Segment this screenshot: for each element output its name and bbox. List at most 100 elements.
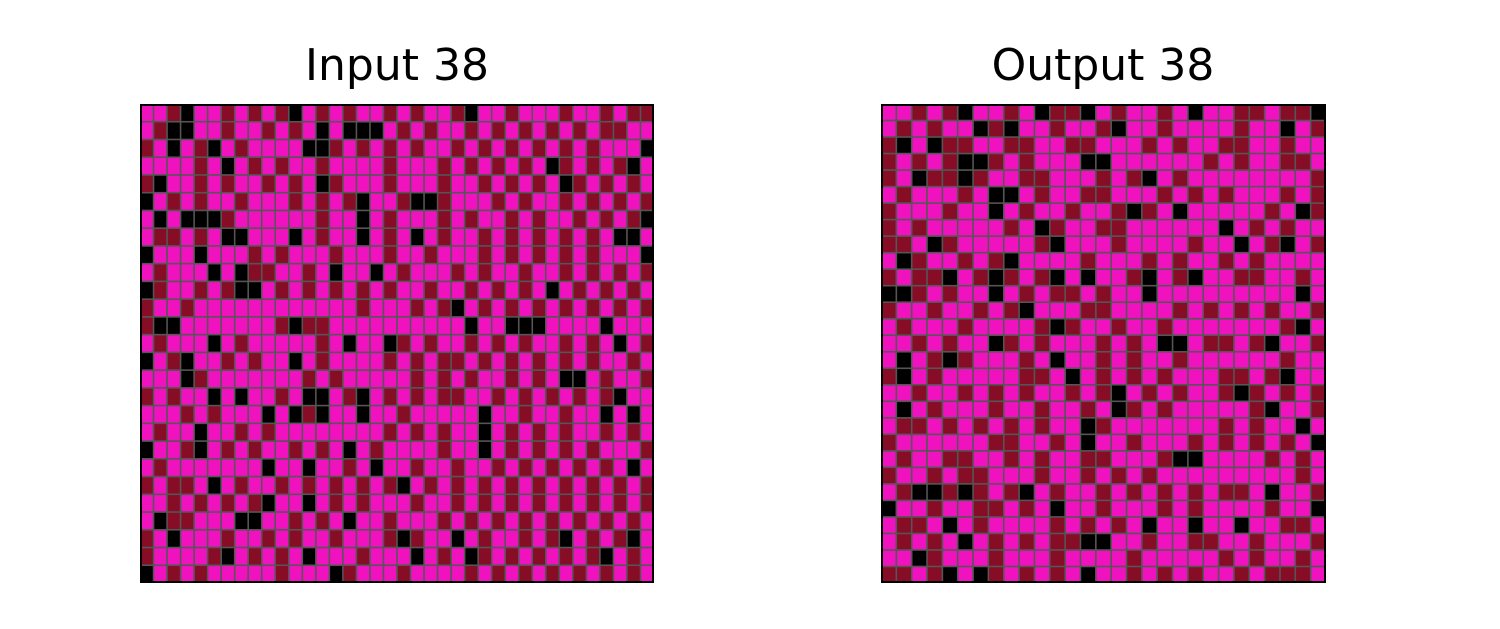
grid-cell	[181, 264, 194, 281]
grid-cell	[519, 317, 532, 334]
grid-cell	[600, 424, 613, 441]
grid-cell	[881, 484, 896, 500]
grid-cell	[424, 512, 437, 529]
grid-cell	[316, 477, 329, 494]
grid-cell	[1204, 484, 1218, 500]
grid-cell	[249, 282, 261, 299]
grid-cell	[235, 441, 248, 459]
input-panel-title: Input 38	[305, 40, 489, 91]
grid-cell	[912, 567, 927, 583]
grid-cell	[989, 137, 1003, 153]
grid-frame	[881, 104, 1326, 583]
grid-cell	[343, 406, 356, 423]
grid-cell	[208, 193, 221, 210]
grid-cell	[303, 353, 316, 370]
grid-cell	[958, 567, 973, 583]
grid-cell	[221, 335, 234, 352]
grid-cell	[1188, 220, 1203, 236]
grid-cell	[451, 566, 464, 583]
grid-cell	[897, 352, 911, 368]
grid-cell	[221, 477, 234, 494]
grid-cell	[316, 299, 329, 317]
grid-cell	[478, 495, 491, 512]
grid-cell	[560, 512, 573, 529]
grid-cell	[343, 459, 356, 476]
grid-cell	[1204, 418, 1218, 434]
grid-cell	[1081, 435, 1096, 451]
grid-cell	[506, 175, 518, 192]
grid-cell	[600, 246, 613, 263]
grid-cell	[519, 122, 532, 139]
grid-cell	[927, 154, 942, 170]
grid-cell	[357, 317, 370, 334]
grid-cell	[276, 228, 288, 246]
grid-cell	[1188, 418, 1203, 434]
grid-cell	[1127, 550, 1142, 566]
grid-cell	[989, 484, 1003, 500]
grid-cell	[587, 282, 600, 299]
grid-cell	[478, 548, 491, 565]
grid-cell	[465, 140, 478, 157]
grid-cell	[973, 253, 988, 269]
grid-cell	[973, 137, 988, 153]
grid-cell	[1111, 154, 1126, 170]
grid-cell	[1158, 567, 1172, 583]
grid-cell	[989, 154, 1003, 170]
grid-cell	[1280, 187, 1295, 203]
grid-cell	[1004, 154, 1019, 170]
grid-cell	[208, 424, 221, 441]
grid-cell	[357, 548, 370, 565]
grid-cell	[1142, 567, 1157, 583]
output-panel-title: Output 38	[991, 40, 1215, 91]
grid-cell	[140, 424, 153, 441]
grid-cell	[397, 424, 410, 441]
grid-cell	[303, 228, 316, 246]
grid-cell	[221, 282, 234, 299]
grid-cell	[1158, 484, 1172, 500]
grid-cell	[424, 158, 437, 175]
grid-cell	[357, 104, 370, 121]
grid-cell	[573, 388, 586, 405]
grid-cell	[1142, 104, 1157, 120]
grid-cell	[262, 566, 275, 583]
grid-cell	[1035, 435, 1049, 451]
grid-cell	[1265, 137, 1280, 153]
grid-cell	[1050, 501, 1065, 517]
grid-cell	[627, 175, 640, 192]
grid-cell	[1004, 517, 1019, 533]
grid-cell	[1050, 468, 1065, 484]
grid-cell	[533, 104, 545, 121]
grid-cell	[478, 246, 491, 263]
grid-cell	[303, 388, 316, 405]
grid-cell	[438, 317, 451, 334]
grid-cell	[289, 140, 302, 157]
grid-cell	[1035, 352, 1049, 368]
grid-cell	[973, 385, 988, 401]
grid-cell	[276, 548, 288, 565]
grid-cell	[262, 317, 275, 334]
grid-cell	[221, 140, 234, 157]
grid-cell	[411, 370, 424, 388]
grid-cell	[451, 477, 464, 494]
grid-cell	[194, 282, 207, 299]
grid-cell	[912, 418, 927, 434]
grid-cell	[897, 319, 911, 335]
grid-cell	[330, 335, 343, 352]
grid-cell	[411, 548, 424, 565]
grid-cell	[627, 441, 640, 459]
grid-cell	[316, 193, 329, 210]
grid-cell	[492, 175, 505, 192]
grid-cell	[519, 228, 532, 246]
grid-cell	[1219, 468, 1234, 484]
grid-cell	[506, 353, 518, 370]
grid-cell	[1019, 501, 1034, 517]
grid-cell	[1142, 269, 1157, 285]
grid-cell	[1311, 484, 1326, 500]
grid-cell	[897, 236, 911, 252]
grid-cell	[1204, 104, 1218, 120]
grid-cell	[343, 388, 356, 405]
grid-cell	[560, 353, 573, 370]
grid-cell	[958, 418, 973, 434]
grid-cell	[927, 286, 942, 302]
grid-cell	[411, 406, 424, 423]
